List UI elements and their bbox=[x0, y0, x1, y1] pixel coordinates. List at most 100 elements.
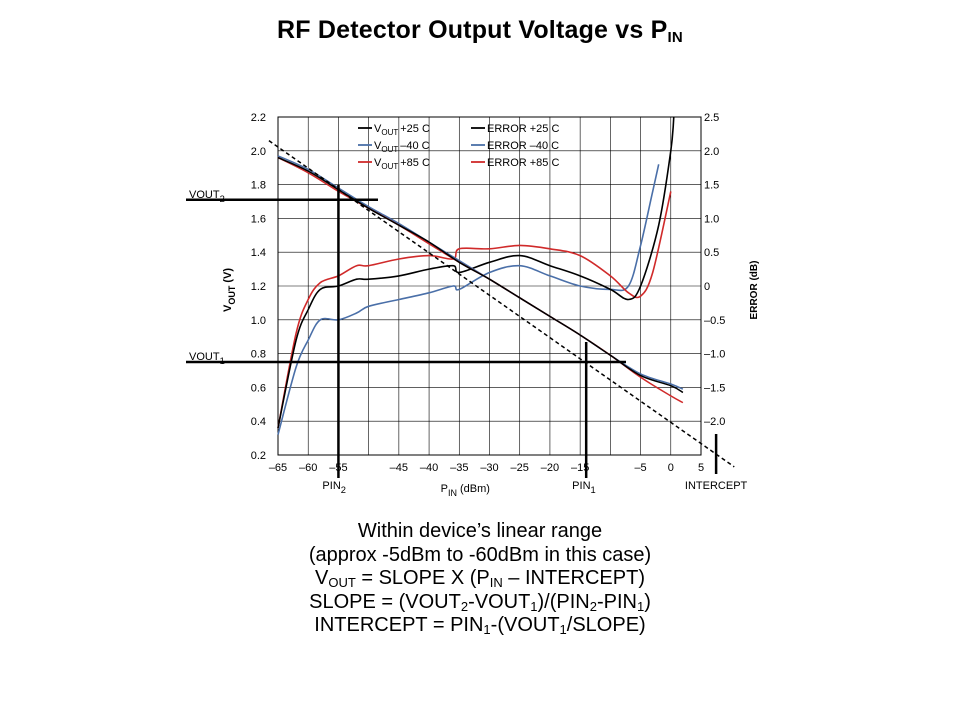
vout2-label: VOUT2 bbox=[189, 189, 225, 204]
legend-entry-main: ERROR bbox=[487, 140, 527, 152]
caption-intercept-text: – INTERCEPT) bbox=[502, 567, 645, 589]
slide-title-main: RF Detector Output Voltage vs P bbox=[277, 16, 668, 44]
caption-l4c-sub: 2 bbox=[589, 598, 597, 614]
legend-entry: ERROR +85 C bbox=[487, 157, 559, 169]
x-tick-label: –40 bbox=[420, 462, 438, 474]
caption-line-5: INTERCEPT = PIN1-(VOUT1/SLOPE) bbox=[0, 614, 960, 638]
caption-line-2: (approx -5dBm to -60dBm in this case) bbox=[308, 543, 652, 566]
caption-l4c: )/(PIN bbox=[537, 590, 590, 613]
x-tick-label: –60 bbox=[299, 462, 317, 474]
pin2-label-sub: 2 bbox=[341, 485, 346, 495]
slide-title-subscript: IN bbox=[667, 29, 683, 46]
vout-series-line bbox=[277, 156, 684, 394]
y2-tick-label: 2.5 bbox=[704, 112, 719, 124]
legend-entry-sub: OUT bbox=[381, 145, 398, 154]
caption-l5c: /SLOPE) bbox=[566, 614, 646, 636]
legend-entry-main: ERROR bbox=[487, 157, 527, 169]
pin1-label-sub: 1 bbox=[591, 485, 596, 495]
vout1-label-main: VOUT bbox=[189, 351, 220, 363]
legend-entry-temp: +85 C bbox=[530, 157, 560, 169]
explanation-caption: Within device’s linear range (approx -5d… bbox=[0, 520, 960, 638]
pin2-label: PIN2 bbox=[322, 480, 346, 495]
y-tick-label: 1.6 bbox=[251, 213, 266, 225]
y-axis-title-sub: OUT bbox=[227, 285, 237, 305]
x-tick-label: –65 bbox=[269, 462, 287, 474]
caption-vout-text: V bbox=[315, 567, 329, 589]
caption-l4b: -VOUT bbox=[468, 590, 531, 613]
legend-entry: ERROR +25 C bbox=[487, 123, 559, 135]
y-axis-title-main: V bbox=[222, 304, 234, 312]
x-axis-title-main: P bbox=[441, 483, 448, 495]
legend-entry-temp: –40 C bbox=[530, 140, 559, 152]
x-tick-label: 5 bbox=[698, 462, 704, 474]
x-axis-title-unit: (dBm) bbox=[460, 483, 490, 495]
legend-entry: VOUT –40 C bbox=[374, 140, 430, 154]
y-tick-label: 2.0 bbox=[251, 146, 266, 158]
y2-tick-label: –2.0 bbox=[704, 416, 725, 428]
vout2-label-main: VOUT bbox=[189, 189, 220, 201]
y-tick-label: 0.8 bbox=[251, 349, 266, 361]
y2-tick-label: –0.5 bbox=[704, 315, 725, 327]
y-tick-label: 0.4 bbox=[251, 416, 266, 428]
y2-tick-label: –1.5 bbox=[704, 382, 725, 394]
y-tick-label: 1.2 bbox=[251, 281, 266, 293]
y-tick-label: 0.6 bbox=[251, 382, 266, 394]
slide-title: RF Detector Output Voltage vs PIN bbox=[0, 16, 960, 46]
caption-line-3: VOUT = SLOPE X (PIN – INTERCEPT) bbox=[0, 567, 960, 591]
y2-tick-label: 1.5 bbox=[704, 180, 719, 192]
caption-line-1: Within device’s linear range bbox=[357, 520, 603, 542]
x-tick-label: –45 bbox=[390, 462, 408, 474]
y2-tick-label: 1.0 bbox=[704, 213, 719, 225]
y-tick-label: 1.0 bbox=[251, 315, 266, 327]
legend-entry-sub: OUT bbox=[381, 162, 398, 171]
vout1-label: VOUT1 bbox=[189, 351, 225, 366]
chart-axes: 0.2 0.4 0.6 0.8 1.0 1.2 1.4 1.6 1.8 2.0 2.2 2.5 2.0 1… bbox=[222, 112, 760, 498]
caption-l5a: INTERCEPT = PIN bbox=[314, 614, 484, 636]
caption-l5b: -(VOUT bbox=[490, 614, 560, 636]
x-tick-label: –25 bbox=[511, 462, 529, 474]
plot-frame bbox=[277, 116, 702, 456]
y2-tick-label: –1.0 bbox=[704, 349, 725, 361]
caption-line-4: SLOPE = (VOUT2-VOUT1)/(PIN2-PIN1) bbox=[0, 591, 960, 615]
y-axis-title-unit: (V) bbox=[222, 268, 234, 283]
legend-entry: ERROR –40 C bbox=[487, 140, 559, 152]
y-tick-label: 1.4 bbox=[251, 247, 266, 259]
legend-entry-main: V bbox=[374, 140, 382, 152]
legend-entry-temp: –40 C bbox=[400, 140, 429, 152]
y2-tick-label: 0 bbox=[704, 281, 710, 293]
pin1-label: PIN1 bbox=[572, 480, 596, 495]
y-tick-label: 1.8 bbox=[251, 180, 266, 192]
caption-l4a: SLOPE = (VOUT bbox=[309, 590, 461, 613]
error-series-line bbox=[277, 164, 660, 435]
caption-vout-sub: OUT bbox=[328, 575, 356, 590]
legend-entry-main: V bbox=[374, 157, 382, 169]
chart-series bbox=[268, 116, 735, 468]
caption-l5b-sub: 1 bbox=[559, 622, 567, 637]
x-tick-label: 0 bbox=[668, 462, 674, 474]
legend-entry-sub: OUT bbox=[381, 128, 398, 137]
caption-l4d-sub: 1 bbox=[636, 598, 645, 614]
legend-entry: VOUT +25 C bbox=[374, 123, 430, 137]
x-tick-label: –35 bbox=[450, 462, 468, 474]
caption-l4d: -PIN bbox=[596, 590, 637, 613]
y2-tick-label: 2.0 bbox=[704, 146, 719, 158]
legend-entry-temp: +25 C bbox=[400, 123, 430, 135]
y-tick-label: 0.2 bbox=[251, 450, 266, 462]
legend-entry-main: V bbox=[374, 123, 382, 135]
vout1-label-sub: 1 bbox=[220, 356, 225, 366]
caption-slope-text: = SLOPE X (P bbox=[355, 567, 490, 589]
legend-entry: VOUT +85 C bbox=[374, 157, 430, 171]
caption-l4b-sub: 1 bbox=[530, 598, 538, 614]
vout2-label-sub: 2 bbox=[220, 194, 225, 204]
error-series-line bbox=[277, 191, 672, 429]
caption-l5a-sub: 1 bbox=[483, 622, 491, 637]
y-tick-label: 2.2 bbox=[251, 112, 266, 124]
x-tick-label: –5 bbox=[634, 462, 646, 474]
x-axis-title: PIN (dBm) bbox=[441, 483, 490, 498]
legend-entry-main: ERROR bbox=[487, 123, 527, 135]
pin1-label-main: PIN bbox=[572, 480, 590, 492]
intercept-label: INTERCEPT bbox=[685, 480, 748, 492]
legend-entry-temp: +85 C bbox=[400, 157, 430, 169]
